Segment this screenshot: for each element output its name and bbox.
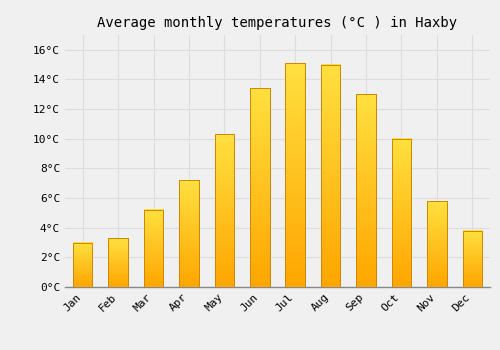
Bar bbox=[462, 231, 482, 287]
Bar bbox=[144, 210, 164, 287]
Bar bbox=[356, 94, 376, 287]
Bar bbox=[108, 238, 128, 287]
Bar bbox=[179, 180, 199, 287]
Bar bbox=[392, 139, 411, 287]
Bar bbox=[250, 88, 270, 287]
Bar bbox=[321, 65, 340, 287]
Bar bbox=[462, 231, 482, 287]
Bar bbox=[392, 139, 411, 287]
Bar bbox=[144, 210, 164, 287]
Bar bbox=[427, 201, 446, 287]
Bar bbox=[73, 243, 92, 287]
Bar bbox=[214, 134, 234, 287]
Bar bbox=[356, 94, 376, 287]
Bar bbox=[73, 243, 92, 287]
Bar bbox=[250, 88, 270, 287]
Bar bbox=[286, 63, 305, 287]
Bar bbox=[214, 134, 234, 287]
Bar bbox=[427, 201, 446, 287]
Bar bbox=[286, 63, 305, 287]
Bar bbox=[321, 65, 340, 287]
Bar bbox=[108, 238, 128, 287]
Title: Average monthly temperatures (°C ) in Haxby: Average monthly temperatures (°C ) in Ha… bbox=[98, 16, 458, 30]
Bar bbox=[179, 180, 199, 287]
